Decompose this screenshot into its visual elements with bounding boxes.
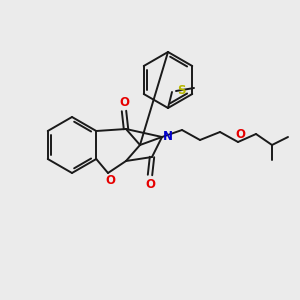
Text: O: O bbox=[119, 95, 129, 109]
Text: O: O bbox=[105, 175, 115, 188]
Text: N: N bbox=[163, 130, 173, 142]
Text: O: O bbox=[145, 178, 155, 190]
Text: O: O bbox=[235, 128, 245, 140]
Text: S: S bbox=[177, 83, 185, 97]
